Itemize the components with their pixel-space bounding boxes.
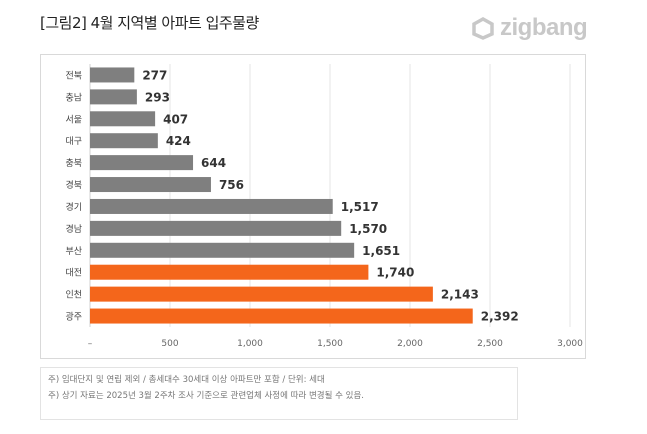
category-label: 경기 [65,201,82,213]
bar [90,264,369,280]
category-label: 충북 [65,158,82,169]
chart-title: [그림2] 4월 지역별 아파트 입주물량 [40,14,259,32]
category-label: 전북 [65,70,82,81]
category-label: 대구 [65,136,82,147]
data-label: 277 [142,68,167,82]
bar [90,89,137,105]
x-tick-label: 500 [161,339,178,349]
bar [90,286,433,302]
category-label: 경남 [65,223,82,235]
bar [90,111,156,127]
x-tick-label: 1,000 [237,339,263,349]
category-label: 광주 [65,311,82,323]
zigbang-logo-icon [472,16,494,40]
bar [90,67,135,83]
zigbang-logo: zigbang [470,14,588,42]
data-label: 1,517 [341,200,379,214]
category-label: 충남 [65,92,82,103]
bar [90,308,473,324]
category-label: 대전 [65,268,82,279]
category-label: 경북 [65,179,82,191]
x-tick-label: 2,000 [397,339,423,349]
data-label: 756 [219,178,244,192]
x-tick-label: 3,000 [557,339,583,349]
note-line: 주) 상기 자료는 2025년 3월 2주차 조사 기준으로 관련업체 사정에 … [48,391,365,401]
data-label: 293 [145,90,170,104]
category-label: 인천 [65,290,82,301]
data-label: 644 [201,156,226,170]
data-label: 2,392 [481,310,519,324]
x-tick-label: – [88,339,93,349]
data-label: 2,143 [441,288,479,302]
x-tick-label: 1,500 [317,339,343,349]
data-label: 424 [166,134,191,148]
bar [90,133,158,149]
bar [90,198,333,214]
logo-text: zigbang [500,14,588,41]
data-label: 1,740 [376,266,414,280]
notes-box: 주) 임대단지 및 연립 제외 / 총세대수 30세대 이상 아파트만 포함 /… [40,367,518,420]
chart-frame [40,54,586,359]
data-label: 407 [163,112,188,126]
bar [90,177,211,193]
bar [90,242,355,258]
bar [90,220,342,236]
x-tick-label: 2,500 [477,339,503,349]
category-label: 부산 [65,246,82,257]
category-label: 서울 [65,114,82,125]
data-label: 1,651 [362,244,400,258]
bar [90,155,194,171]
data-label: 1,570 [349,222,387,236]
note-line: 주) 임대단지 및 연립 제외 / 총세대수 30세대 이상 아파트만 포함 /… [48,375,325,385]
